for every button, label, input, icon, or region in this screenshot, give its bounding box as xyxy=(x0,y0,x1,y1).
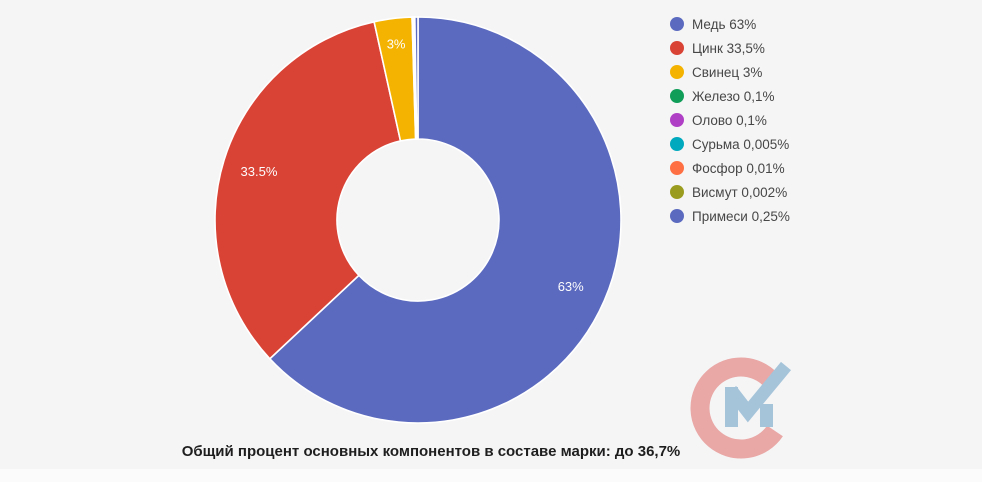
legend-item-label: Висмут 0,002% xyxy=(692,184,788,200)
logo-letter-m-check xyxy=(725,361,792,427)
legend-item-phosphorus[interactable]: Фосфор 0,01% xyxy=(670,156,790,180)
legend-item-label: Цинк 33,5% xyxy=(692,40,765,56)
legend-item-iron[interactable]: Железо 0,1% xyxy=(670,84,790,108)
legend-color-dot xyxy=(670,161,684,175)
legend-color-dot xyxy=(670,113,684,127)
legend-item-tin[interactable]: Олово 0,1% xyxy=(670,108,790,132)
legend-item-label: Олово 0,1% xyxy=(692,112,767,128)
slice-value-label: 33.5% xyxy=(241,164,278,179)
legend-item-label: Сурьма 0,005% xyxy=(692,136,790,152)
legend-item-lead[interactable]: Свинец 3% xyxy=(670,60,790,84)
legend-item-label: Фосфор 0,01% xyxy=(692,160,785,176)
pie-slice-Медь[interactable] xyxy=(268,16,622,424)
legend-color-dot xyxy=(670,17,684,31)
legend-item-label: Свинец 3% xyxy=(692,64,763,80)
legend-item-antimony[interactable]: Сурьма 0,005% xyxy=(670,132,790,156)
bottom-strip xyxy=(0,469,982,482)
donut-chart: 63% 33.5% 3% xyxy=(214,16,622,424)
legend-color-dot xyxy=(670,209,684,223)
legend-item-label: Примеси 0,25% xyxy=(692,208,790,224)
legend-color-dot xyxy=(670,65,684,79)
legend-item-impurities[interactable]: Примеси 0,25% xyxy=(670,204,790,228)
cm-logo-watermark xyxy=(690,357,792,459)
legend-color-dot xyxy=(670,137,684,151)
slice-value-label: 3% xyxy=(387,37,406,52)
legend-color-dot xyxy=(670,185,684,199)
chart-caption: Общий процент основных компонентов в сос… xyxy=(181,443,681,460)
legend-color-dot xyxy=(670,89,684,103)
legend-item-zinc[interactable]: Цинк 33,5% xyxy=(670,36,790,60)
legend-item-bismuth[interactable]: Висмут 0,002% xyxy=(670,180,790,204)
pie-slice-Цинк[interactable] xyxy=(214,20,402,360)
legend-color-dot xyxy=(670,41,684,55)
legend-item-med[interactable]: Медь 63% xyxy=(670,12,790,36)
legend: Медь 63% Цинк 33,5% Свинец 3% Железо 0,1… xyxy=(670,12,790,228)
slice-value-label: 63% xyxy=(558,279,584,294)
pie-slice-Примеси[interactable] xyxy=(413,16,419,140)
logo-letter-c xyxy=(690,357,783,459)
legend-item-label: Железо 0,1% xyxy=(692,88,775,104)
legend-item-label: Медь 63% xyxy=(692,16,757,32)
